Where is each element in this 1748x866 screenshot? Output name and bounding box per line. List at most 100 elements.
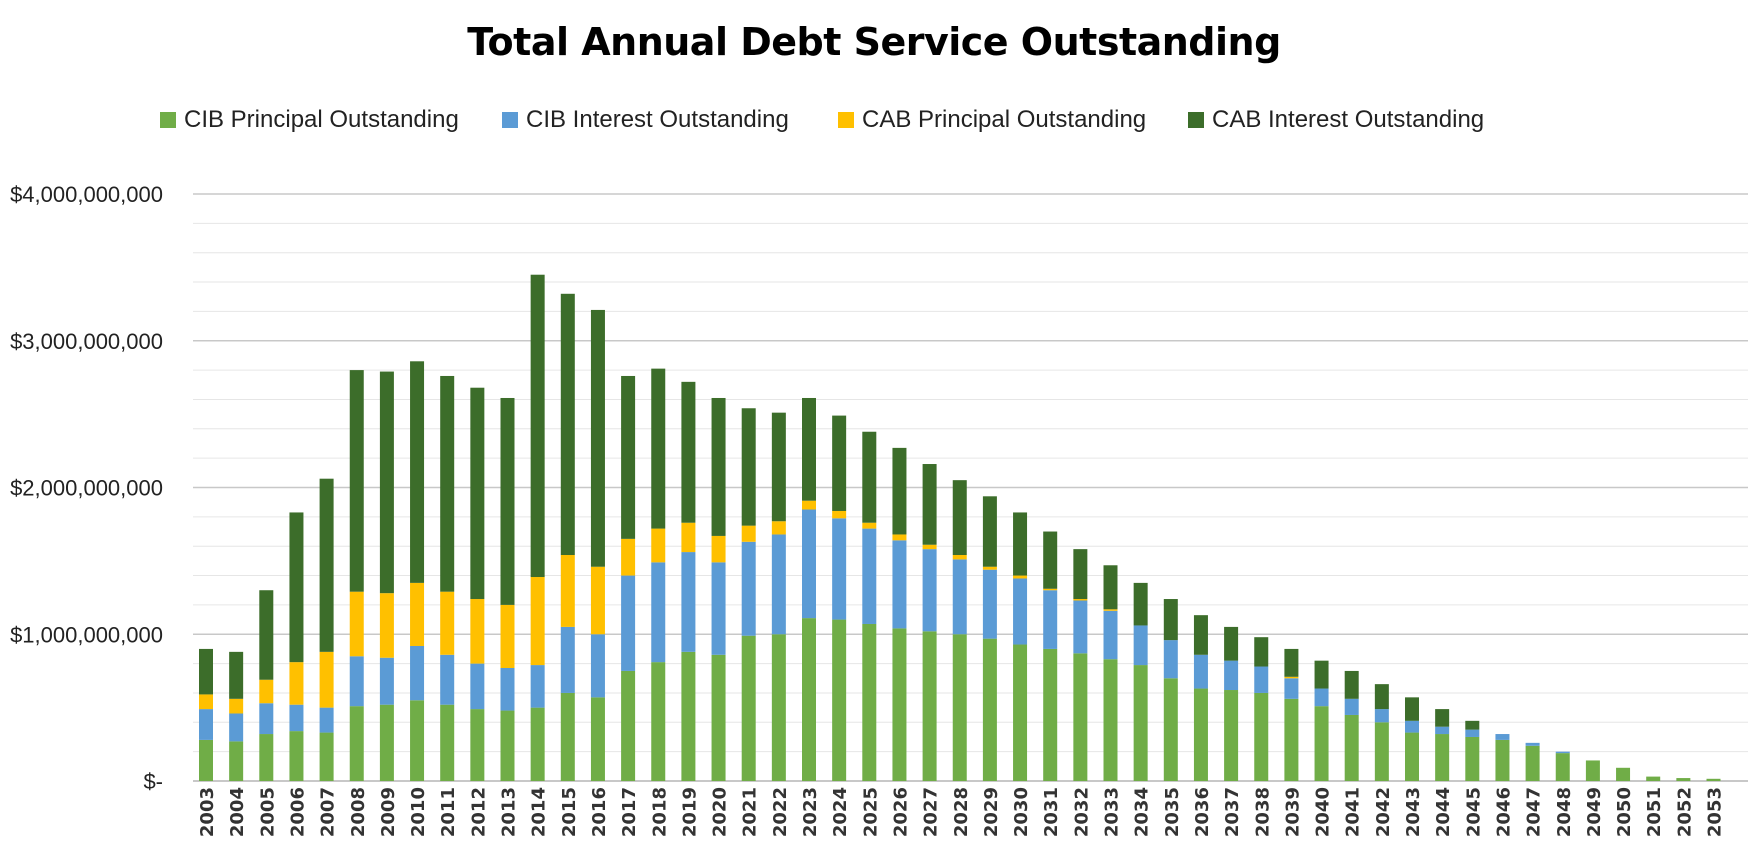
x-tick-label: 2013: [499, 787, 520, 837]
bar-segment-cib-principal-outstanding-2052: [1676, 778, 1691, 781]
bar-segment-cib-principal-outstanding-2035: [1163, 678, 1178, 781]
bar-segment-cib-principal-outstanding-2036: [1193, 688, 1208, 781]
bar-segment-cib-interest-outstanding-2015: [560, 626, 575, 693]
bar-segment-cib-interest-outstanding-2047: [1525, 742, 1540, 746]
bar-segment-cab-principal-outstanding-2009: [379, 593, 394, 658]
legend-swatch: [160, 112, 176, 128]
bar-segment-cib-principal-outstanding-2010: [410, 700, 425, 781]
x-tick-label: 2040: [1313, 787, 1334, 837]
bar-segment-cib-principal-outstanding-2013: [500, 710, 515, 781]
bar-segment-cab-principal-outstanding-2016: [590, 566, 605, 635]
bar-segment-cib-principal-outstanding-2011: [440, 704, 455, 781]
x-tick-label: 2049: [1584, 787, 1605, 837]
bar-segment-cib-interest-outstanding-2028: [952, 559, 967, 635]
bar-segment-cab-principal-outstanding-2026: [892, 534, 907, 541]
bar-segment-cib-principal-outstanding-2041: [1344, 714, 1359, 781]
bar-segment-cab-interest-outstanding-2041: [1344, 670, 1359, 699]
bar-segment-cib-principal-outstanding-2003: [199, 739, 213, 781]
bar-segment-cib-principal-outstanding-2015: [560, 692, 575, 781]
legend-item-cib-principal: CIB Principal Outstanding: [160, 104, 459, 136]
bar-segment-cib-interest-outstanding-2032: [1073, 600, 1088, 654]
bar-segment-cib-interest-outstanding-2041: [1344, 698, 1359, 715]
x-tick-label: 2037: [1222, 787, 1243, 837]
bar-segment-cab-principal-outstanding-2022: [771, 521, 786, 535]
x-tick-label: 2019: [679, 787, 700, 837]
bar-segment-cib-principal-outstanding-2007: [319, 732, 334, 781]
bar-segment-cib-principal-outstanding-2049: [1585, 760, 1600, 781]
x-tick-label: 2018: [649, 787, 670, 837]
bar-segment-cib-principal-outstanding-2043: [1405, 732, 1419, 781]
bar-segment-cib-interest-outstanding-2018: [651, 562, 666, 663]
bar-segment-cib-interest-outstanding-2005: [259, 703, 274, 735]
x-tick-label: 2048: [1554, 787, 1575, 837]
x-tick-label: 2052: [1674, 787, 1695, 837]
bar-segment-cab-principal-outstanding-2031: [1043, 588, 1058, 591]
bar-segment-cib-interest-outstanding-2033: [1103, 610, 1118, 660]
bar-segment-cab-principal-outstanding-2033: [1103, 609, 1118, 611]
bar-segment-cib-principal-outstanding-2046: [1495, 739, 1510, 781]
legend-item-cab-principal: CAB Principal Outstanding: [838, 104, 1146, 136]
bar-segment-cab-principal-outstanding-2020: [711, 535, 726, 563]
x-tick-label: 2030: [1011, 787, 1032, 837]
bar-segment-cib-interest-outstanding-2030: [1013, 578, 1028, 645]
bar-segment-cab-principal-outstanding-2017: [621, 538, 636, 576]
bar-segment-cab-interest-outstanding-2014: [530, 274, 545, 578]
bar-segment-cib-principal-outstanding-2034: [1133, 665, 1148, 781]
x-tick-label: 2009: [378, 787, 399, 837]
bar-segment-cab-interest-outstanding-2038: [1254, 637, 1269, 667]
bar-segment-cab-interest-outstanding-2026: [892, 447, 907, 535]
bar-segment-cib-interest-outstanding-2011: [440, 654, 455, 705]
bar-segment-cab-interest-outstanding-2022: [771, 412, 786, 522]
bar-segment-cab-interest-outstanding-2015: [560, 293, 575, 556]
legend-label: CIB Principal Outstanding: [184, 106, 459, 133]
bar-segment-cab-interest-outstanding-2028: [952, 480, 967, 556]
x-tick-label: 2010: [408, 787, 429, 837]
bar-segment-cab-principal-outstanding-2003: [199, 694, 213, 710]
x-tick-label: 2017: [619, 787, 640, 837]
x-tick-label: 2022: [770, 787, 791, 837]
bar-segment-cab-interest-outstanding-2005: [259, 590, 274, 680]
bar-segment-cib-interest-outstanding-2044: [1435, 726, 1450, 735]
bar-segment-cab-principal-outstanding-2015: [560, 555, 575, 627]
bar-segment-cab-interest-outstanding-2019: [681, 381, 696, 523]
legend-label: CAB Principal Outstanding: [862, 106, 1147, 133]
bar-segment-cab-interest-outstanding-2006: [289, 512, 304, 663]
y-tick-label: $3,000,000,000: [10, 329, 163, 354]
bar-segment-cab-principal-outstanding-2021: [741, 525, 756, 542]
x-tick-label: 2032: [1071, 787, 1092, 837]
x-tick-label: 2008: [348, 787, 369, 837]
bar-segment-cib-interest-outstanding-2035: [1163, 640, 1178, 679]
bar-segment-cib-principal-outstanding-2025: [862, 623, 877, 781]
bar-segment-cab-interest-outstanding-2037: [1224, 626, 1239, 661]
bar-segment-cab-principal-outstanding-2011: [440, 591, 455, 655]
bar-segment-cab-interest-outstanding-2042: [1374, 684, 1389, 710]
bar-segment-cab-interest-outstanding-2011: [440, 375, 455, 592]
bar-segment-cib-interest-outstanding-2036: [1193, 654, 1208, 689]
bar-segment-cib-interest-outstanding-2046: [1495, 734, 1510, 740]
bar-segment-cib-interest-outstanding-2003: [199, 709, 213, 740]
bar-segment-cab-principal-outstanding-2019: [681, 522, 696, 553]
x-tick-label: 2021: [740, 787, 761, 837]
legend-swatch: [1188, 112, 1204, 128]
y-tick-label: $4,000,000,000: [10, 182, 163, 207]
bar-segment-cib-interest-outstanding-2008: [349, 656, 364, 707]
bar-segment-cab-principal-outstanding-2008: [349, 591, 364, 657]
bar-segment-cib-principal-outstanding-2021: [741, 635, 756, 781]
bar-segment-cib-principal-outstanding-2037: [1224, 690, 1239, 781]
bar-segment-cib-interest-outstanding-2021: [741, 541, 756, 636]
bar-segment-cib-principal-outstanding-2009: [379, 704, 394, 781]
bar-segment-cab-interest-outstanding-2029: [982, 496, 997, 567]
bar-segment-cib-principal-outstanding-2026: [892, 628, 907, 781]
x-tick-label: 2033: [1102, 787, 1123, 837]
x-tick-label: 2053: [1705, 787, 1726, 837]
x-tick-label: 2035: [1162, 787, 1183, 837]
bar-segment-cab-principal-outstanding-2006: [289, 662, 304, 705]
bar-segment-cab-interest-outstanding-2007: [319, 478, 334, 652]
legend-label: CAB Interest Outstanding: [1212, 106, 1485, 133]
bar-segment-cib-interest-outstanding-2009: [379, 657, 394, 705]
bar-segment-cab-principal-outstanding-2013: [500, 604, 515, 669]
bar-segment-cib-interest-outstanding-2006: [289, 704, 304, 732]
bar-segment-cib-interest-outstanding-2029: [982, 569, 997, 639]
bar-segment-cab-principal-outstanding-2029: [982, 566, 997, 570]
bar-segment-cab-interest-outstanding-2044: [1435, 709, 1450, 727]
